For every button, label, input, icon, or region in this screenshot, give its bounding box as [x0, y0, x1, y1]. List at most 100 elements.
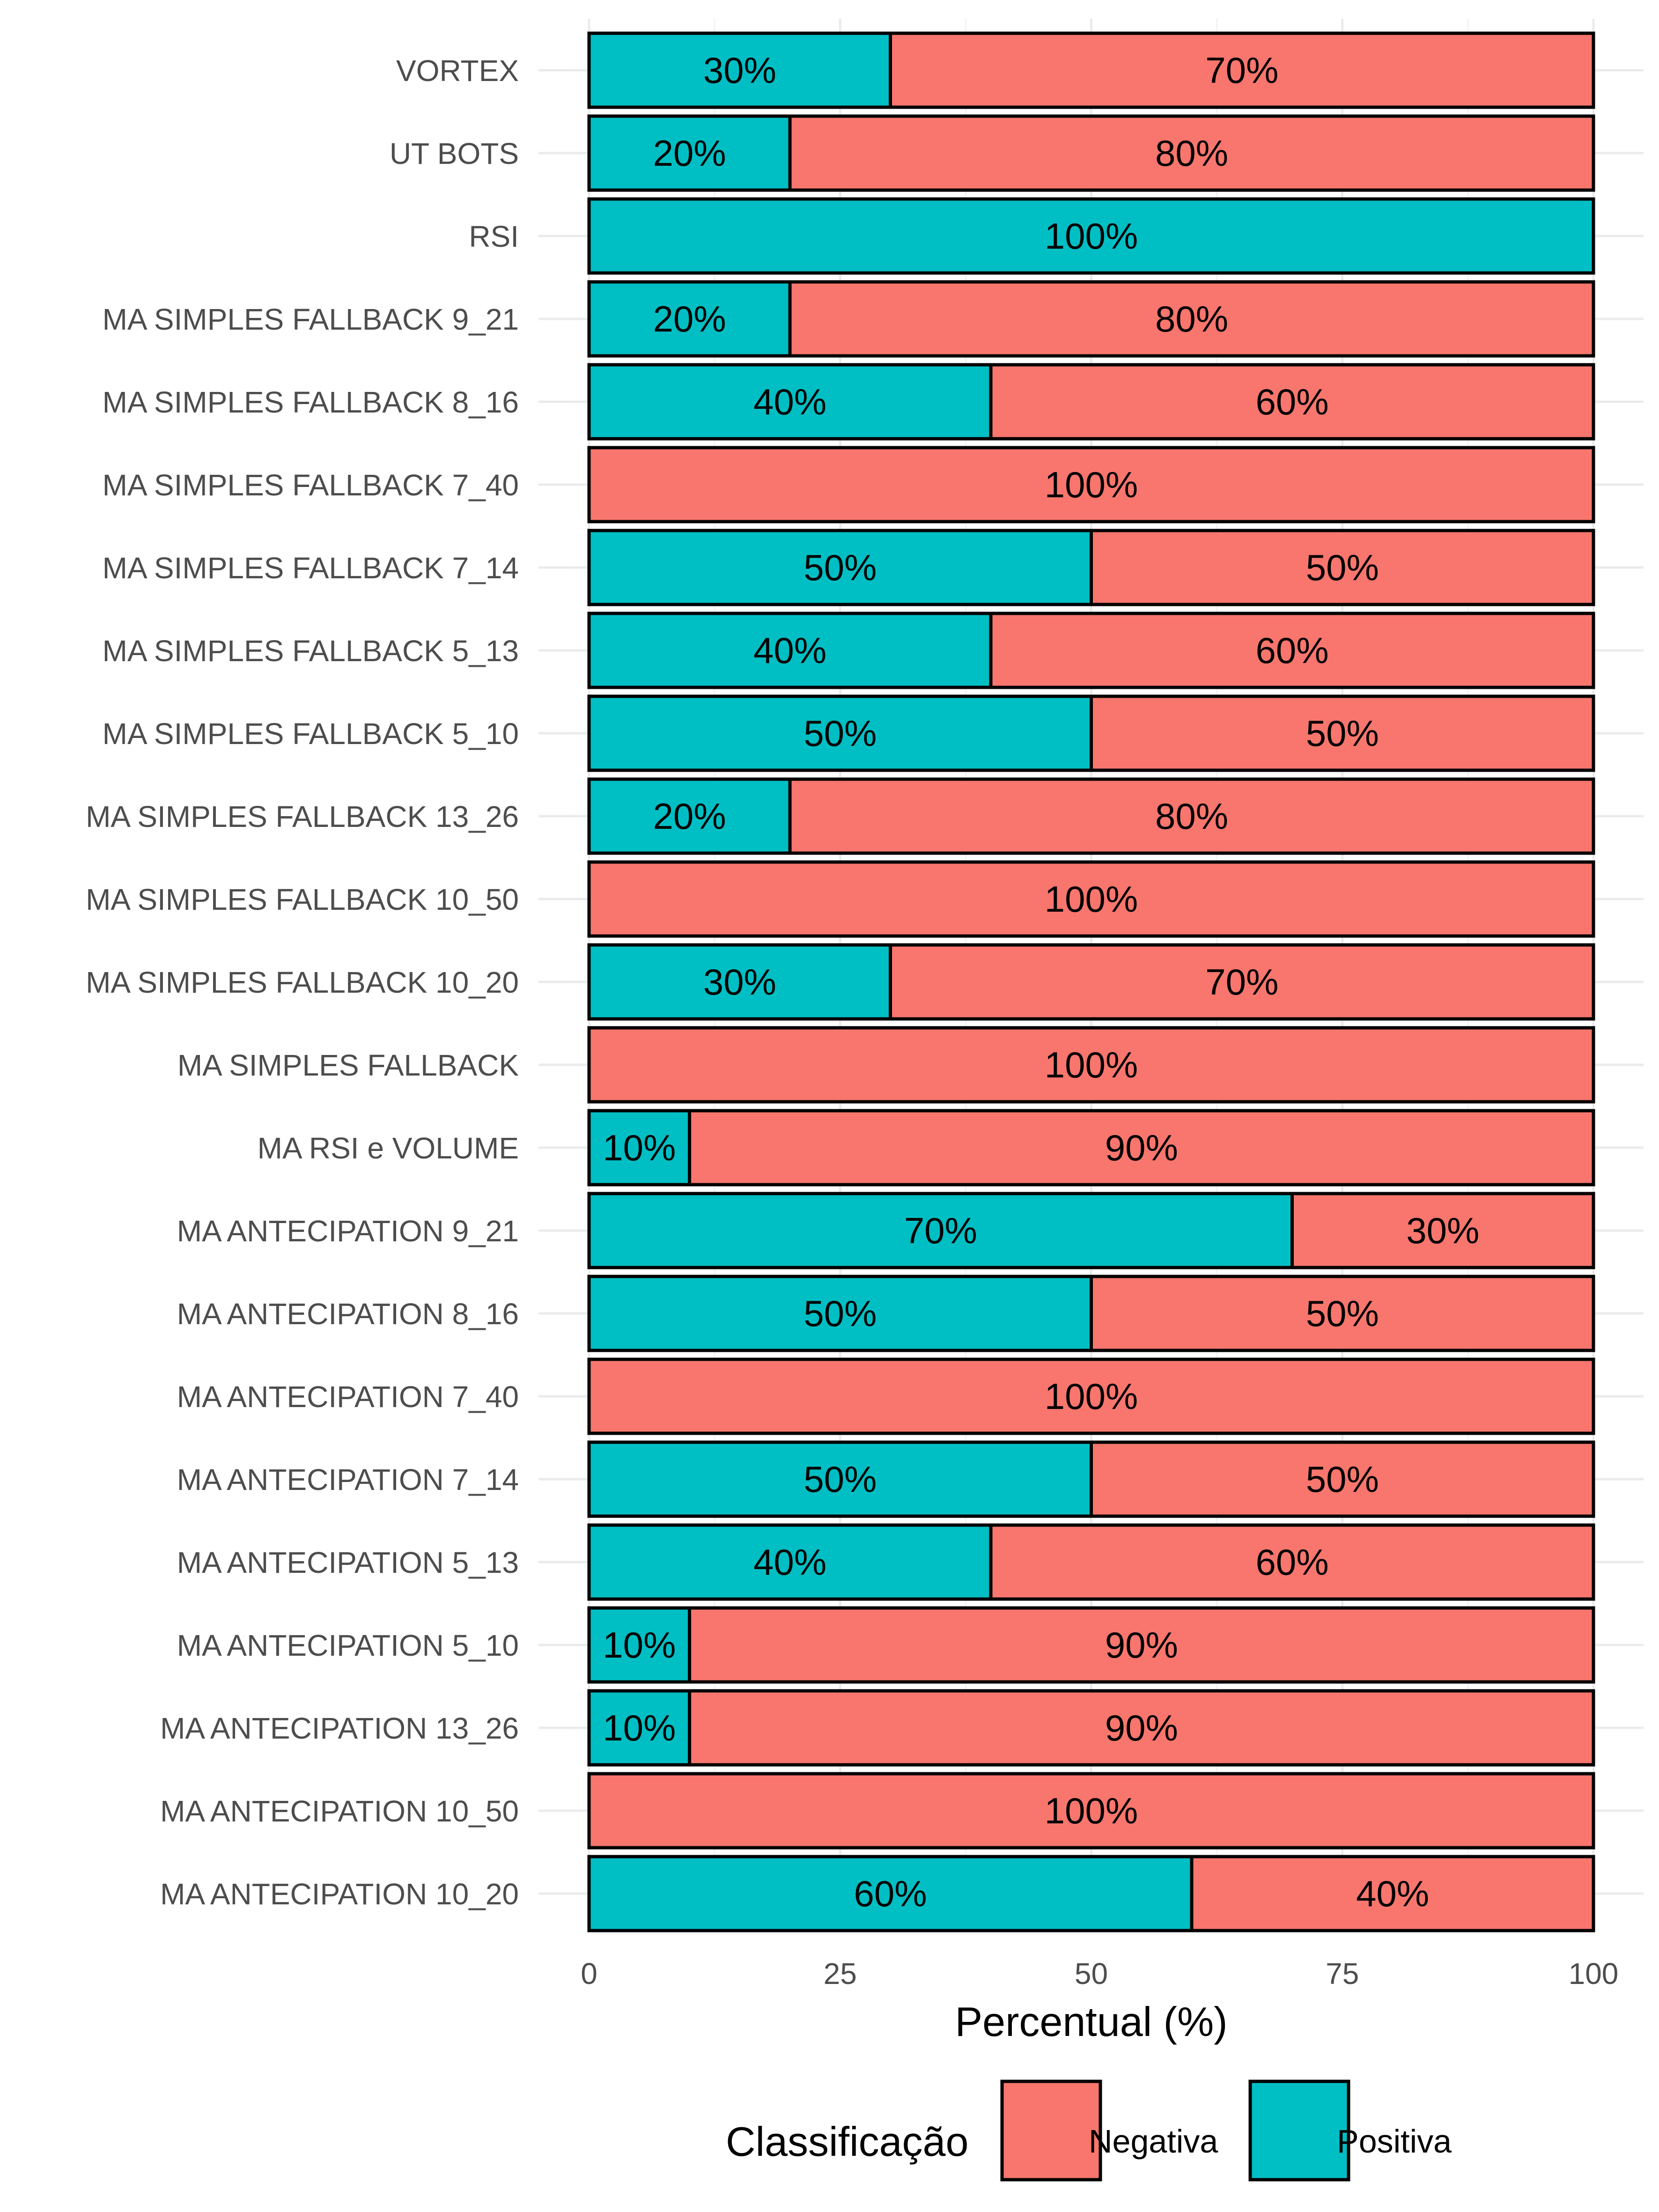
bar-negativa-ma-simples-fallback-8-16 [989, 363, 1595, 441]
bar-negativa-ma-simples-fallback-13-26 [788, 777, 1595, 855]
data-label-negativa-ma-simples-fallback-7-14: 50% [1306, 547, 1379, 588]
x-tick-label-100: 100 [1569, 1957, 1619, 1991]
bars: 30% 70% 20% 80% 100% 20% 80% 40% 60% 100% 50% 50% 40… [587, 31, 1595, 1932]
data-label-negativa-ma-simples-fallback-9-21: 80% [1155, 298, 1228, 339]
data-label-positiva-ma-simples-fallback-5-10: 50% [804, 713, 877, 754]
category-label-ma-simples-fallback: MA SIMPLES FALLBACK [177, 1048, 519, 1082]
data-label-negativa-ma-simples-fallback-10-50: 100% [1045, 878, 1138, 920]
bar-negativa-ma-antecipation-5-10 [688, 1606, 1595, 1684]
category-label-rsi: RSI [469, 220, 519, 253]
bar-positiva-ma-simples-fallback-7-14 [587, 529, 1093, 606]
x-tick-label-50: 50 [1075, 1957, 1108, 1991]
data-label-positiva-ma-antecipation-9-21: 70% [904, 1210, 977, 1251]
data-label-negativa-ma-antecipation-7-14: 50% [1306, 1459, 1379, 1500]
bar-negativa-vortex [889, 31, 1595, 109]
data-label-positiva-ma-antecipation-5-13: 40% [753, 1541, 826, 1583]
data-label-negativa-ma-antecipation-5-10: 90% [1105, 1624, 1178, 1666]
category-label-ma-antecipation-9-21: MA ANTECIPATION 9_21 [177, 1214, 519, 1248]
category-label-ma-simples-fallback-10-50: MA SIMPLES FALLBACK 10_50 [86, 883, 519, 916]
category-label-ma-simples-fallback-5-13: MA SIMPLES FALLBACK 5_13 [103, 634, 519, 668]
bar-negativa-ma-simples-fallback-5-10 [1090, 694, 1595, 772]
data-label-positiva-rsi: 100% [1045, 215, 1138, 257]
data-label-positiva-ma-antecipation-13-26: 10% [603, 1707, 676, 1748]
bar-positiva-ma-antecipation-9-21 [587, 1192, 1294, 1269]
data-label-negativa-ma-antecipation-10-20: 40% [1356, 1873, 1429, 1914]
bar-positiva-rsi [587, 197, 1595, 275]
bar-positiva-ma-antecipation-10-20 [587, 1855, 1194, 1932]
bar-negativa-ma-antecipation-8-16 [1090, 1275, 1595, 1352]
data-label-negativa-ma-simples-fallback-5-13: 60% [1255, 630, 1328, 671]
data-label-negativa-ma-antecipation-8-16: 50% [1306, 1293, 1379, 1334]
bar-positiva-vortex [587, 31, 892, 109]
bar-negativa-ma-antecipation-10-50 [587, 1772, 1595, 1850]
data-label-positiva-vortex: 30% [703, 50, 776, 91]
x-tick-label-75: 75 [1326, 1957, 1359, 1991]
data-label-positiva-ma-simples-fallback-10-20: 30% [703, 961, 776, 1003]
data-label-negativa-ma-simples-fallback-13-26: 80% [1155, 796, 1228, 837]
category-label-ma-antecipation-13-26: MA ANTECIPATION 13_26 [160, 1711, 519, 1745]
data-label-negativa-ma-antecipation-10-50: 100% [1045, 1790, 1138, 1831]
category-label-ma-antecipation-8-16: MA ANTECIPATION 8_16 [177, 1297, 519, 1331]
category-label-ma-simples-fallback-10-20: MA SIMPLES FALLBACK 10_20 [86, 966, 519, 999]
bar-negativa-ma-antecipation-10-20 [1190, 1855, 1595, 1932]
category-label-ma-rsi-e-volume: MA RSI e VOLUME [258, 1131, 519, 1165]
bar-positiva-ma-simples-fallback-9-21 [587, 280, 792, 358]
data-label-positiva-ma-simples-fallback-13-26: 20% [653, 796, 726, 837]
bar-positiva-ma-antecipation-5-13 [587, 1523, 993, 1601]
category-label-ma-antecipation-10-20: MA ANTECIPATION 10_20 [160, 1877, 519, 1911]
x-axis-title: Percentual (%) [955, 1998, 1227, 2045]
data-label-positiva-ma-simples-fallback-8-16: 40% [753, 381, 826, 422]
legend-key-positiva [1248, 2079, 1350, 2182]
x-tick-label-0: 0 [581, 1957, 597, 1991]
data-label-positiva-ma-simples-fallback-9-21: 20% [653, 298, 726, 339]
category-label-ut-bots: UT BOTS [390, 137, 519, 170]
category-label-ma-simples-fallback-5-10: MA SIMPLES FALLBACK 5_10 [103, 717, 519, 751]
legend-key-negativa [1000, 2079, 1102, 2182]
data-label-positiva-ma-simples-fallback-7-14: 50% [804, 547, 877, 588]
bar-positiva-ut-bots [587, 114, 792, 192]
category-label-ma-simples-fallback-13-26: MA SIMPLES FALLBACK 13_26 [86, 800, 519, 833]
bar-positiva-ma-antecipation-8-16 [587, 1275, 1093, 1352]
data-label-positiva-ma-rsi-e-volume: 10% [603, 1127, 676, 1168]
category-label-ma-simples-fallback-8-16: MA SIMPLES FALLBACK 8_16 [103, 385, 519, 419]
category-label-ma-simples-fallback-7-40: MA SIMPLES FALLBACK 7_40 [103, 468, 519, 502]
bar-negativa-ma-simples-fallback-5-13 [989, 612, 1595, 689]
legend-label-negativa: Negativa [1089, 2123, 1218, 2160]
legend-title: Classificação [726, 2118, 968, 2165]
category-label-ma-simples-fallback-7-14: MA SIMPLES FALLBACK 7_14 [103, 551, 519, 585]
bar-positiva-ma-simples-fallback-10-20 [587, 943, 892, 1021]
bar-negativa-ma-simples-fallback-10-20 [889, 943, 1595, 1021]
data-label-positiva-ma-antecipation-8-16: 50% [804, 1293, 877, 1334]
category-label-ma-antecipation-7-40: MA ANTECIPATION 7_40 [177, 1380, 519, 1414]
data-label-positiva-ma-antecipation-10-20: 60% [854, 1873, 927, 1914]
legend-label-positiva: Positiva [1337, 2123, 1452, 2160]
bar-positiva-ma-antecipation-5-10 [587, 1606, 691, 1684]
data-label-negativa-ma-antecipation-7-40: 100% [1045, 1376, 1138, 1417]
legend: Classificação Negativa Positiva [726, 2079, 1452, 2182]
data-label-negativa-ma-simples-fallback: 100% [1045, 1044, 1138, 1085]
category-label-ma-simples-fallback-9-21: MA SIMPLES FALLBACK 9_21 [103, 302, 519, 336]
category-labels: VORTEX UT BOTS RSI MA SIMPLES FALLBACK 9_21… [86, 54, 519, 1911]
bar-negativa-ma-simples-fallback-10-50 [587, 860, 1595, 938]
bar-positiva-ma-antecipation-13-26 [587, 1689, 691, 1767]
data-label-negativa-ma-rsi-e-volume: 90% [1105, 1127, 1178, 1168]
bar-negativa-ma-rsi-e-volume [688, 1109, 1595, 1187]
x-tick-label-25: 25 [824, 1957, 857, 1991]
data-label-negativa-ma-antecipation-5-13: 60% [1255, 1541, 1328, 1583]
bar-positiva-ma-rsi-e-volume [587, 1109, 691, 1187]
bar-negativa-ma-antecipation-13-26 [688, 1689, 1595, 1767]
data-label-negativa-ma-simples-fallback-10-20: 70% [1205, 961, 1278, 1003]
data-label-negativa-ma-antecipation-13-26: 90% [1105, 1707, 1178, 1748]
data-label-positiva-ma-simples-fallback-5-13: 40% [753, 630, 826, 671]
bar-negativa-ma-antecipation-7-14 [1090, 1440, 1595, 1518]
bar-negativa-ma-antecipation-7-40 [587, 1357, 1595, 1435]
bar-negativa-ma-simples-fallback-7-14 [1090, 529, 1595, 606]
bar-positiva-ma-simples-fallback-8-16 [587, 363, 993, 441]
category-label-ma-antecipation-10-50: MA ANTECIPATION 10_50 [160, 1794, 519, 1828]
bar-negativa-ma-simples-fallback [587, 1026, 1595, 1104]
data-label-negativa-ma-simples-fallback-7-40: 100% [1045, 464, 1138, 505]
bar-positiva-ma-antecipation-7-14 [587, 1440, 1093, 1518]
data-label-positiva-ma-antecipation-5-10: 10% [603, 1624, 676, 1666]
data-label-negativa-ma-antecipation-9-21: 30% [1406, 1210, 1479, 1251]
